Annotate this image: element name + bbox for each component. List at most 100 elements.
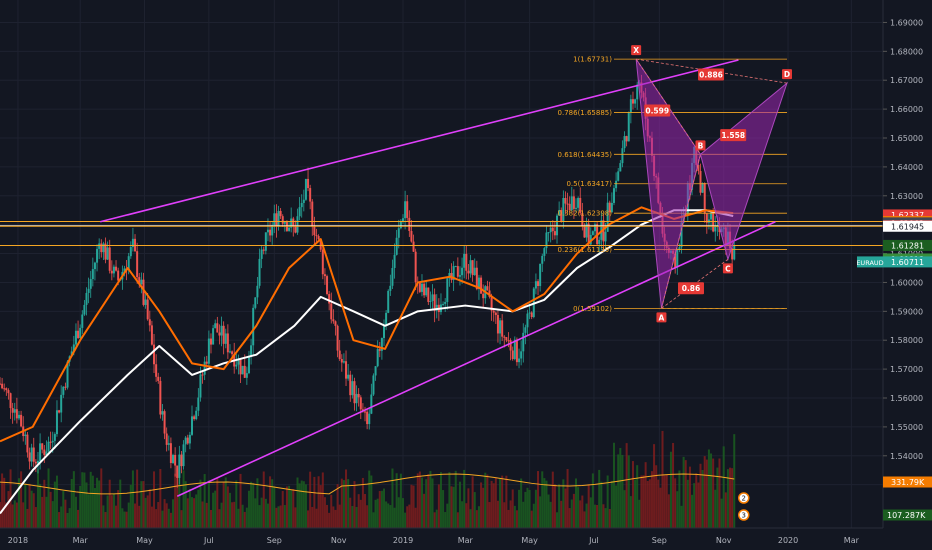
price-axis[interactable]: 1.530001.540001.550001.560001.570001.580…	[882, 0, 932, 550]
pattern-point-b-marker[interactable]	[695, 140, 706, 151]
candle-body	[701, 183, 704, 193]
volume-bar	[372, 512, 375, 528]
candle-body	[355, 393, 358, 404]
channel-lower-line[interactable]	[176, 221, 776, 497]
candle-body	[290, 218, 293, 228]
volume-bar	[129, 484, 132, 528]
candle-body	[279, 210, 282, 217]
candle-body	[631, 99, 634, 104]
candle-body	[281, 216, 284, 224]
candle-body	[349, 374, 352, 396]
pattern-point-a-marker[interactable]	[656, 312, 667, 323]
candle-body	[530, 312, 533, 318]
volume-bar	[43, 479, 46, 528]
fib-retracement[interactable]: 1(1.67731) 0.786(1.65885) 0.618(1.64435) 0.…	[558, 56, 787, 313]
time-axis[interactable]: 2018 Mar May Jul Sep Nov 2019 Mar May Jul Sep Nov 20…	[0, 527, 932, 550]
event-marker-icon[interactable]	[737, 492, 750, 504]
moving-average-line	[0, 209, 734, 515]
volume-bar	[688, 466, 691, 528]
volume-bar	[703, 456, 706, 528]
pattern-point-d-marker[interactable]	[781, 69, 792, 80]
volume-bar	[518, 489, 521, 528]
volume-bar	[271, 479, 274, 528]
volume-bar	[549, 501, 552, 528]
volume-bar	[391, 468, 394, 528]
volume-bar	[380, 490, 383, 528]
volume-bar	[408, 504, 411, 528]
volume-bar	[131, 470, 134, 528]
candle-body	[545, 232, 548, 249]
price-tick-label: 1.67000	[890, 76, 923, 85]
symbol-tag-box	[857, 256, 883, 268]
volume-bar	[53, 481, 56, 528]
candle-body	[264, 232, 267, 251]
pattern-ratio-box	[677, 282, 704, 295]
candle-body	[623, 136, 626, 149]
candle-body	[131, 238, 134, 248]
volume-bar	[568, 508, 571, 528]
volume-bar	[722, 446, 725, 528]
volume-bar	[201, 501, 204, 528]
volume-bar	[503, 502, 506, 528]
candle-body	[328, 294, 331, 304]
volume-bar	[184, 481, 187, 528]
candle-body	[541, 255, 544, 264]
candle-body	[58, 410, 61, 413]
price-label-box	[883, 239, 932, 251]
channel-upper-line[interactable]	[100, 59, 739, 223]
candle-body	[262, 249, 265, 251]
candle-body	[393, 254, 396, 268]
volume-bar	[302, 481, 305, 528]
volume-bar	[693, 483, 696, 528]
volume-bar	[193, 498, 196, 528]
candle-body	[64, 386, 67, 388]
volume-bar	[351, 505, 354, 528]
candle-body	[414, 251, 417, 283]
candle-body	[492, 310, 495, 313]
pattern-point-c-marker[interactable]	[722, 263, 733, 274]
candle-body	[205, 361, 208, 364]
volume-bar	[81, 472, 84, 528]
candle-body	[412, 241, 415, 252]
volume-bar	[256, 478, 259, 528]
volume-bar	[450, 486, 453, 528]
volume-bar	[45, 496, 48, 528]
volume-bar	[486, 474, 489, 528]
volume-bar	[522, 501, 525, 528]
volume-bar	[672, 442, 675, 528]
event-marker-icon[interactable]	[737, 509, 750, 521]
volume-bar	[596, 504, 599, 528]
volume-bar	[148, 489, 151, 528]
volume-bar	[691, 494, 694, 528]
harmonic-pattern[interactable]: X A B C D 0.599 1.558 0.886 0.86	[631, 45, 792, 323]
pattern-bcd-triangle[interactable]	[699, 81, 789, 262]
candle-body	[77, 330, 80, 338]
candle-body	[191, 416, 194, 435]
event-markers[interactable]: 23	[737, 492, 750, 521]
candle-body	[266, 229, 269, 233]
candle-body	[81, 314, 84, 328]
volume-bar	[250, 481, 253, 528]
price-tick-label: 1.63000	[890, 192, 923, 201]
candle-body	[448, 273, 451, 279]
candle-body	[446, 278, 449, 302]
volume-bar	[345, 469, 348, 528]
candle-body	[564, 197, 567, 204]
volume-bar	[494, 478, 497, 528]
volume-bar	[17, 478, 20, 528]
pattern-point-x-marker[interactable]	[631, 45, 642, 56]
candle-body	[731, 248, 734, 260]
volume-bar	[682, 456, 685, 528]
volume-bar	[705, 459, 708, 528]
price-channel[interactable]	[100, 59, 776, 497]
fib-level-label: 0.786(1.65885)	[558, 109, 613, 117]
candle-body	[43, 449, 46, 456]
candle-body	[45, 451, 48, 456]
volume-bar	[414, 507, 417, 528]
volume-bar	[334, 509, 337, 528]
volume-bar	[112, 494, 115, 528]
volume-bar	[292, 489, 295, 528]
volume-bar	[661, 430, 664, 528]
volume-bar	[127, 502, 130, 528]
